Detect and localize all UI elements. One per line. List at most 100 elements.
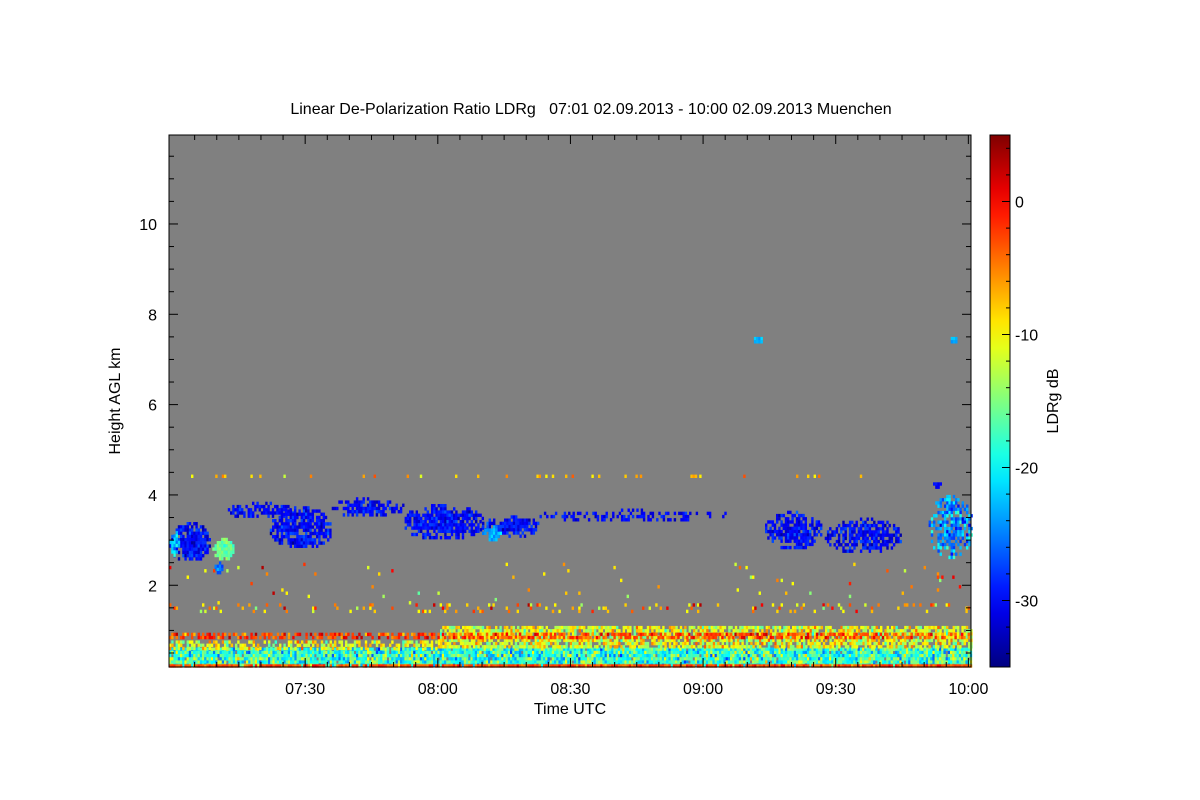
- heatmap-cell: [510, 528, 513, 532]
- heatmap-cell: [448, 529, 451, 533]
- heatmap-cell: [897, 657, 900, 661]
- heatmap-cell: [501, 528, 505, 532]
- heatmap-cell: [813, 533, 816, 537]
- heatmap-cell: [521, 524, 524, 529]
- heatmap-cell: [377, 500, 381, 504]
- heatmap-cell: [182, 541, 185, 545]
- heatmap-cell: [362, 500, 365, 504]
- heatmap-cell: [765, 650, 768, 655]
- heatmap-cell: [470, 647, 473, 651]
- heatmap-cell: [230, 511, 233, 515]
- heatmap-cell: [800, 657, 803, 661]
- heatmap-cell: [956, 650, 959, 655]
- heatmap-cell: [276, 528, 279, 532]
- heatmap-cell: [666, 650, 669, 655]
- heatmap-cell: [804, 536, 807, 540]
- heatmap-cell: [492, 650, 495, 655]
- heatmap-cell: [309, 538, 312, 542]
- heatmap-cell: [701, 632, 705, 636]
- heatmap-cell: [426, 532, 429, 537]
- heatmap-cell: [347, 654, 350, 658]
- heatmap-cell: [923, 650, 926, 655]
- heatmap-cell: [719, 650, 722, 655]
- heatmap-cell: [302, 528, 306, 532]
- heatmap-cell: [930, 650, 933, 655]
- heatmap-cell: [270, 660, 273, 664]
- heatmap-cell: [371, 647, 374, 651]
- heatmap-cell: [463, 650, 467, 655]
- heatmap-cell: [371, 513, 374, 517]
- heatmap-cell: [457, 526, 460, 530]
- heatmap-cell: [836, 645, 839, 649]
- heatmap-cell: [464, 510, 467, 514]
- heatmap-cell: [210, 643, 214, 647]
- heatmap-cell: [851, 536, 854, 541]
- heatmap-cell: [324, 528, 328, 532]
- heatmap-cell: [497, 534, 500, 539]
- heatmap-cell: [791, 647, 794, 651]
- heatmap-cell: [748, 625, 751, 630]
- heatmap-cell: [208, 640, 211, 644]
- heatmap-cell: [404, 526, 407, 530]
- heatmap-cell: [776, 654, 779, 658]
- heatmap-cell: [624, 647, 627, 651]
- heatmap-cell: [526, 518, 529, 522]
- heatmap-cell: [302, 522, 306, 526]
- heatmap-cell: [283, 657, 286, 661]
- heatmap-cell: [206, 544, 209, 548]
- heatmap-cell: [463, 647, 467, 651]
- heatmap-cell: [268, 660, 271, 664]
- heatmap-cell: [197, 544, 200, 548]
- heatmap-cell: [494, 654, 497, 658]
- heatmap-cell: [644, 629, 647, 633]
- heatmap-cell: [807, 638, 810, 643]
- heatmap-cell: [941, 654, 944, 658]
- heatmap-cell: [793, 660, 797, 664]
- heatmap-cell: [435, 654, 438, 658]
- heatmap-cell: [772, 638, 775, 643]
- heatmap-cell: [921, 660, 924, 664]
- heatmap-cell: [668, 650, 671, 655]
- heatmap-cell: [584, 657, 588, 661]
- heatmap-cell: [380, 646, 383, 651]
- heatmap-cell: [657, 654, 660, 658]
- heatmap-cell: [508, 629, 511, 633]
- heatmap-cell: [851, 520, 854, 525]
- heatmap-cell: [747, 657, 750, 661]
- heatmap-cell: [320, 512, 323, 516]
- heatmap-cell: [594, 511, 597, 516]
- heatmap-cell: [651, 514, 655, 519]
- heatmap-cell: [723, 645, 727, 649]
- heatmap-cell: [672, 647, 676, 651]
- heatmap-cell: [574, 625, 577, 630]
- heatmap-cell: [763, 660, 766, 664]
- heatmap-cell: [503, 625, 507, 630]
- heatmap-cell: [259, 657, 262, 661]
- heatmap-cell: [479, 647, 482, 651]
- heatmap-cell: [959, 517, 962, 521]
- heatmap-cell: [530, 625, 533, 630]
- heatmap-cell: [329, 647, 332, 651]
- heatmap-cell: [565, 660, 568, 664]
- heatmap-cell: [404, 640, 407, 644]
- heatmap-cell: [936, 647, 940, 651]
- heatmap-cell: [864, 660, 867, 664]
- heatmap-cell: [193, 646, 196, 651]
- heatmap-cell: [826, 647, 830, 651]
- heatmap-cell: [573, 654, 577, 658]
- heatmap-cell: [269, 531, 273, 536]
- heatmap-cell: [572, 511, 575, 516]
- heatmap-cell: [602, 638, 606, 643]
- heatmap-cell: [958, 647, 962, 651]
- heatmap-cell: [558, 638, 562, 643]
- heatmap-cell: [417, 647, 420, 651]
- heatmap-cell: [525, 654, 528, 658]
- heatmap-cell: [853, 650, 856, 655]
- heatmap-cell: [956, 657, 959, 661]
- heatmap-cell: [560, 660, 563, 664]
- heatmap-cell: [236, 508, 239, 512]
- heatmap-cell: [890, 533, 894, 537]
- heatmap-cell: [824, 657, 827, 661]
- heatmap-cell: [371, 657, 374, 661]
- heatmap-cell: [851, 527, 854, 531]
